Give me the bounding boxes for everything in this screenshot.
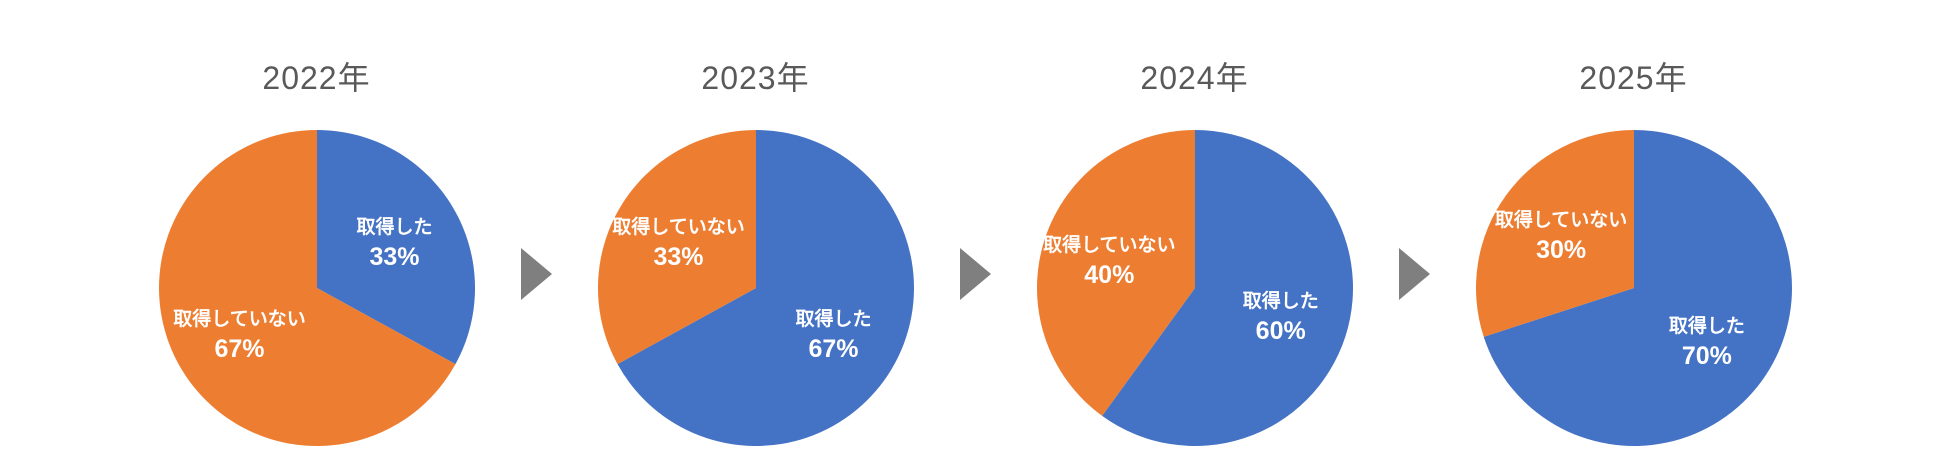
slice-label-name: 取得した [1668, 314, 1744, 337]
slice-label-name: 取得した [356, 215, 432, 238]
chart-group-2023: 2023年 取得した 67% 取得していない 33% [596, 56, 916, 448]
pie-slice [316, 130, 475, 365]
right-arrow-icon [1398, 248, 1430, 300]
pie-chart: 取得した 67% 取得していない 33% [597, 130, 914, 446]
arrow-separator [1398, 248, 1430, 300]
right-arrow-icon [520, 248, 552, 300]
pie-slice [617, 130, 914, 446]
slice-label-percent: 33% [653, 243, 703, 271]
chart-group-2024: 2024年 取得した 60% 取得していない 40% [1035, 56, 1355, 448]
arrow-separator [959, 248, 991, 300]
pie-slice [1036, 130, 1195, 416]
pie-chart: 取得した 70% 取得していない 30% [1475, 130, 1792, 447]
pie-chart: 取得した 60% 取得していない 40% [1036, 130, 1353, 446]
pie-slice [597, 130, 756, 365]
chart-title: 2022年 [262, 60, 371, 96]
slice-label-percent: 40% [1084, 261, 1134, 289]
chart-title: 2025年 [1579, 60, 1688, 96]
pie-slice [1475, 130, 1634, 337]
slice-label-percent: 33% [369, 243, 419, 271]
right-arrow-icon [959, 248, 991, 300]
chart-title: 2024年 [1140, 60, 1249, 96]
pie-slice [158, 130, 455, 446]
slice-label-percent: 67% [214, 335, 264, 363]
pie-slice [1483, 130, 1792, 447]
slice-label-percent: 30% [1536, 236, 1586, 264]
slice-label-name: 取得した [1242, 289, 1318, 312]
slice-label-name: 取得した [795, 307, 871, 330]
chart-title: 2023年 [701, 60, 810, 96]
pie-chart: 取得した 33% 取得していない 67% [158, 130, 475, 446]
slice-label-name: 取得していない [1043, 233, 1175, 256]
slice-label-name: 取得していない [612, 215, 744, 238]
chart-group-2025: 2025年 取得した 70% 取得していない 30% [1474, 56, 1794, 448]
slice-label-name: 取得していない [173, 307, 305, 330]
chart-group-2022: 2022年 取得した 33% 取得していない 67% [157, 56, 477, 448]
slice-label-name: 取得していない [1494, 208, 1626, 231]
slice-label-percent: 60% [1255, 317, 1305, 345]
slice-label-percent: 70% [1681, 342, 1731, 370]
slice-label-percent: 67% [808, 335, 858, 363]
arrow-separator [520, 248, 552, 300]
pie-slice [1101, 130, 1353, 446]
